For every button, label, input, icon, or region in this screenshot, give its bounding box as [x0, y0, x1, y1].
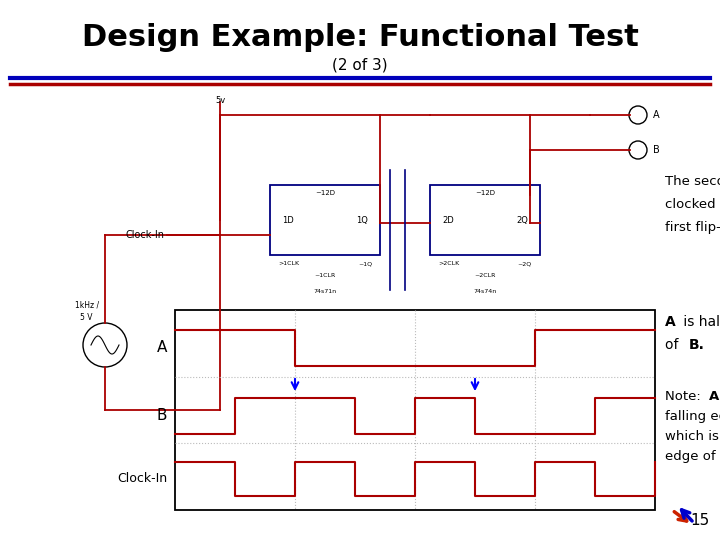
Text: A: A: [157, 341, 167, 355]
Text: first flip-flop.: first flip-flop.: [665, 221, 720, 234]
Text: A: A: [709, 390, 719, 403]
Text: ~1Q: ~1Q: [358, 261, 372, 266]
Text: B: B: [653, 145, 660, 155]
Bar: [175, 310, 655, 510]
Text: ~1CLR: ~1CLR: [315, 273, 336, 278]
Text: B.: B.: [689, 338, 705, 352]
Bar: [430, 185, 540, 255]
Bar: [270, 185, 380, 255]
Text: ~2CLR: ~2CLR: [474, 273, 495, 278]
Text: 1D: 1D: [282, 216, 294, 225]
Text: falling edge of: falling edge of: [665, 410, 720, 423]
Text: A: A: [665, 315, 676, 329]
Text: A: A: [653, 110, 660, 120]
Text: 15: 15: [690, 513, 710, 528]
Text: is half the frequency: is half the frequency: [679, 315, 720, 329]
Text: B: B: [156, 408, 167, 423]
Text: 2Q: 2Q: [516, 216, 528, 225]
Text: which is: which is: [665, 430, 720, 443]
Text: clocked by the: clocked by the: [665, 198, 720, 211]
Text: The second flip-flop is: The second flip-flop is: [665, 175, 720, 188]
Text: 5 V: 5 V: [80, 314, 92, 322]
Text: ~2Q: ~2Q: [518, 261, 532, 266]
Text: ~12D: ~12D: [315, 190, 335, 196]
Text: 1Q: 1Q: [356, 216, 368, 225]
Text: >1CLK: >1CLK: [278, 261, 299, 266]
Text: Clock-In: Clock-In: [126, 230, 165, 240]
Text: 5v: 5v: [215, 96, 225, 105]
Text: 1kHz /: 1kHz /: [75, 300, 99, 309]
Text: of: of: [665, 338, 683, 352]
Text: ~12D: ~12D: [475, 190, 495, 196]
Text: edge of: edge of: [665, 450, 720, 463]
Text: 2D: 2D: [442, 216, 454, 225]
Text: Design Example: Functional Test: Design Example: Functional Test: [81, 24, 639, 52]
Text: (2 of 3): (2 of 3): [332, 57, 388, 72]
Text: Clock-In: Clock-In: [117, 472, 167, 485]
Text: Note:: Note:: [665, 390, 705, 403]
Text: 74s71n: 74s71n: [313, 289, 336, 294]
Text: >2CLK: >2CLK: [438, 261, 459, 266]
Text: 74s74n: 74s74n: [473, 289, 497, 294]
